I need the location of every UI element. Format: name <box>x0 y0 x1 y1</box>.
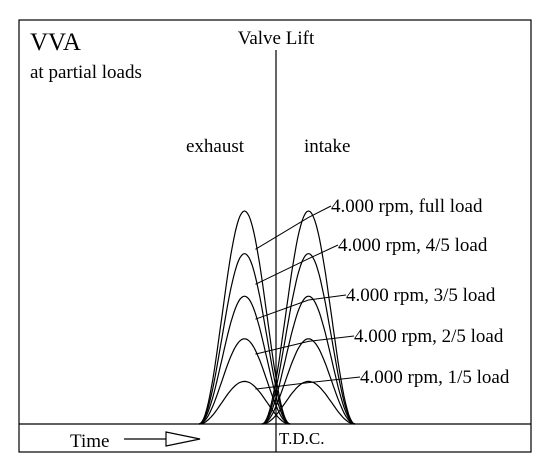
leader-line-3 <box>255 294 347 320</box>
load-label-1: 4.000 rpm, full load <box>331 196 483 217</box>
exhaust-lift-curve-5 <box>198 380 291 425</box>
tdc-label: T.D.C. <box>279 429 325 448</box>
load-labels: 4.000 rpm, full load 4.000 rpm, 4/5 load 4… <box>331 196 510 388</box>
time-label: Time <box>70 431 109 452</box>
leader-line-5 <box>255 376 361 390</box>
intake-lift-curve-1 <box>261 210 356 425</box>
load-label-2: 4.000 rpm, 4/5 load <box>338 235 488 256</box>
load-label-5: 4.000 rpm, 1/5 load <box>360 367 510 388</box>
time-arrow-icon <box>124 431 201 447</box>
leader-line-2 <box>255 244 339 285</box>
exhaust-lift-curve-3 <box>198 295 291 425</box>
exhaust-label: exhaust <box>186 136 245 157</box>
exhaust-lift-curve-4 <box>198 338 291 425</box>
exhaust-lift-curve-2 <box>198 252 291 425</box>
intake-lift-curve-5 <box>261 380 356 425</box>
intake-label: intake <box>304 136 350 157</box>
diagram-subtitle: at partial loads <box>30 62 142 83</box>
valve-lift-label: Valve Lift <box>238 28 315 49</box>
diagram-title: VVA <box>30 29 81 56</box>
exhaust-lift-curve-1 <box>198 210 291 425</box>
intake-lift-curve-2 <box>261 252 356 425</box>
lift-curves <box>198 210 356 425</box>
load-label-3: 4.000 rpm, 3/5 load <box>346 285 496 306</box>
leader-line-4 <box>255 335 355 355</box>
intake-lift-curve-4 <box>261 338 356 425</box>
intake-lift-curve-3 <box>261 295 356 425</box>
leader-line-1 <box>255 205 332 250</box>
diagram-frame <box>18 19 532 453</box>
load-label-4: 4.000 rpm, 2/5 load <box>354 326 504 347</box>
leader-lines <box>255 205 361 390</box>
